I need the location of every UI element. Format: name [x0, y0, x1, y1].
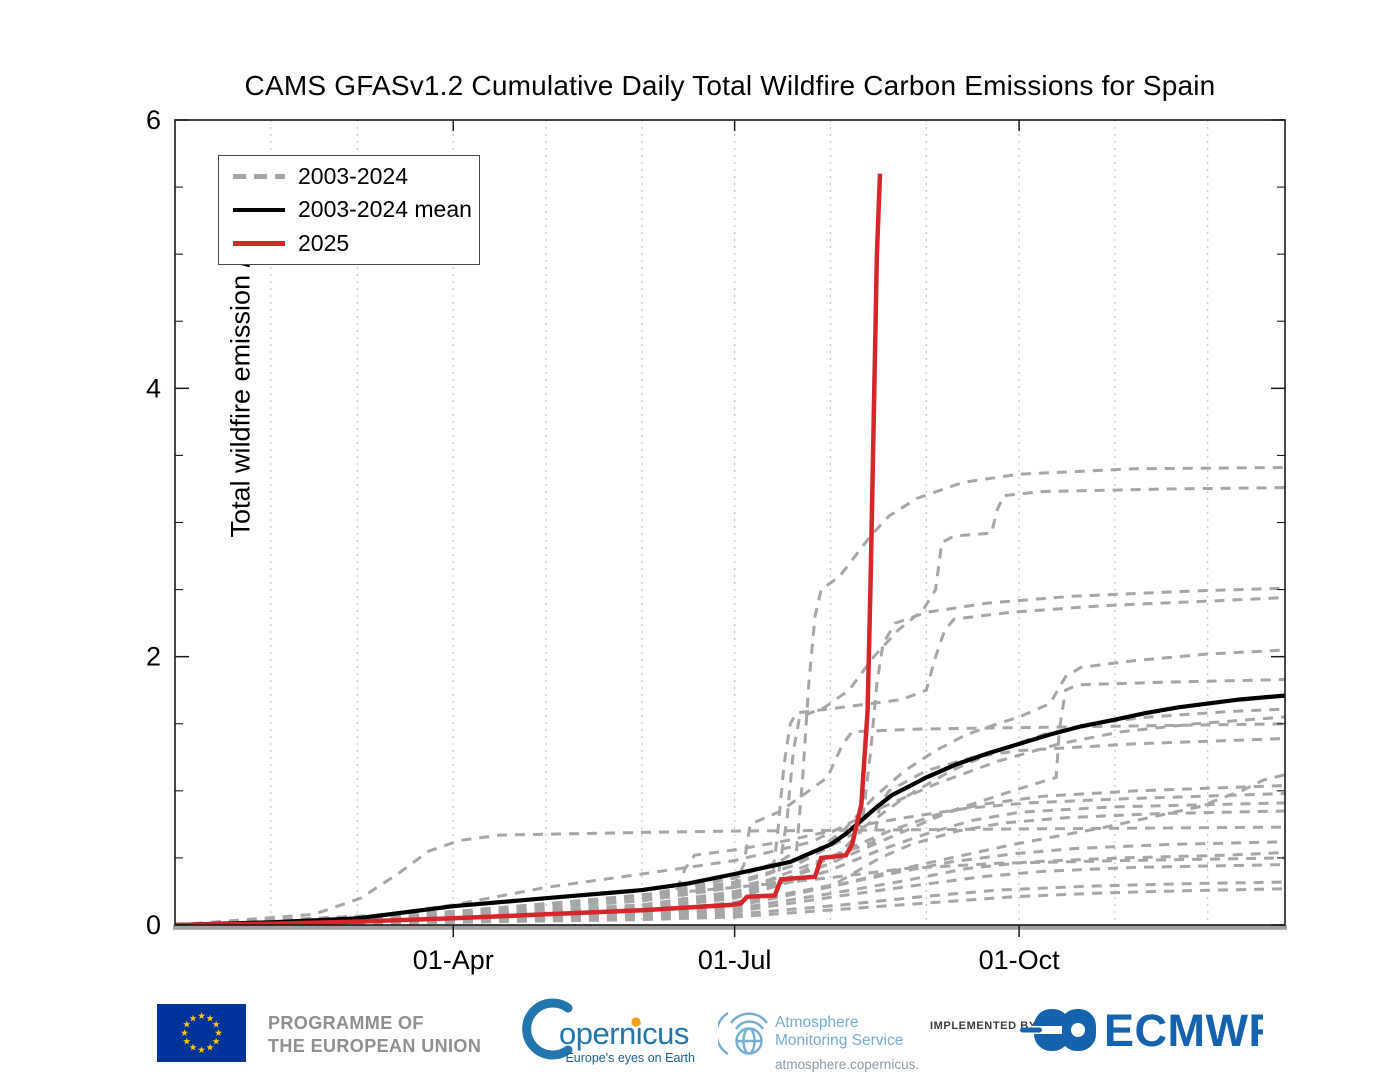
svg-text:★: ★ [212, 1037, 221, 1048]
historical-year-line [174, 737, 1286, 927]
line-2025 [174, 173, 883, 928]
svg-text:★: ★ [197, 1011, 206, 1022]
copernicus-tagline: Europe's eyes on Earth [565, 1051, 695, 1065]
ams-logo: Atmosphere Monitoring Service atmosphere… [718, 1011, 918, 1072]
svg-text:★: ★ [212, 1020, 221, 1031]
footer-logos: ★ ★ ★ ★ ★ ★ ★ ★ ★ ★ ★ ★ PROGRAMME OF THE EUROPEA… [0, 990, 1400, 1079]
y-tick-label: 0 [146, 910, 161, 940]
legend-swatch-solid-red [233, 241, 285, 246]
historical-year-line [174, 486, 1286, 927]
svg-text:★: ★ [183, 1020, 192, 1031]
ecmwf-logo: ECMWF [1020, 1005, 1263, 1056]
mean-line [174, 693, 1286, 928]
copernicus-logo: opernicus Europe's eyes on Earth [522, 998, 695, 1065]
svg-text:★: ★ [206, 1013, 215, 1024]
historical-year-line [174, 707, 1286, 927]
eu-programme-text: PROGRAMME OF THE EUROPEAN UNION [268, 1012, 481, 1057]
historical-year-line [174, 840, 1286, 927]
historical-year-line [174, 722, 1286, 927]
historical-year-line [174, 863, 1286, 927]
historical-year-line [174, 715, 1286, 927]
x-tick-label: 01-Jul [698, 945, 772, 975]
eu-programme-line1: PROGRAMME OF [268, 1013, 424, 1033]
svg-text:★: ★ [214, 1028, 223, 1039]
y-tick-label: 2 [146, 642, 161, 672]
y-tick-label: 6 [146, 105, 161, 135]
legend-label-mean: 2003-2024 mean [298, 196, 472, 223]
ecmwf-wordmark: ECMWF [1104, 1005, 1263, 1056]
svg-text:★: ★ [183, 1037, 192, 1048]
ams-arcs-icon [718, 1011, 768, 1056]
eu-flag-logo: ★ ★★ ★★★ ★★★ ★★★ [157, 1004, 246, 1062]
legend-item-mean: 2003-2024 mean [219, 196, 479, 223]
svg-text:★: ★ [189, 1013, 198, 1024]
svg-text:★: ★ [206, 1043, 215, 1054]
legend-box: 2003-2024 2003-2024 mean 2025 [218, 155, 480, 265]
historical-year-line [174, 466, 1286, 927]
legend-item-2025: 2025 [219, 230, 479, 257]
historical-year-line [174, 880, 1286, 927]
svg-text:★: ★ [180, 1028, 189, 1039]
legend-label-2025: 2025 [298, 229, 350, 256]
ams-name-line2: Monitoring Service [775, 1032, 903, 1049]
x-tick-label: 01-Apr [413, 945, 494, 975]
svg-text:★: ★ [197, 1045, 206, 1056]
implemented-by-label: IMPLEMENTED BY [930, 1020, 1037, 1032]
chart-title: CAMS GFASv1.2 Cumulative Daily Total Wil… [244, 70, 1216, 101]
legend-label-historical: 2003-2024 [298, 163, 408, 190]
copernicus-wordmark: opernicus [559, 1016, 689, 1051]
copernicus-c-swoosh [522, 998, 573, 1060]
ams-url: atmosphere.copernicus.eu [775, 1057, 918, 1072]
historical-year-line [174, 825, 1286, 927]
eu-programme-line2: THE EUROPEAN UNION [268, 1035, 482, 1056]
historical-year-line [174, 648, 1286, 927]
plot-svg: 01-Apr 01-Jul 01-Oct 0 2 4 6 [146, 105, 1287, 975]
ams-name-line1: Atmosphere [775, 1014, 859, 1031]
svg-text:★: ★ [189, 1043, 198, 1054]
legend-swatch-solid-black [233, 207, 285, 213]
legend-swatch-dashed-gray [233, 174, 285, 179]
y-tick-label: 4 [146, 373, 161, 403]
legend-item-historical: 2003-2024 [219, 163, 479, 190]
historical-year-line [174, 586, 1286, 927]
historical-year-line [174, 792, 1286, 927]
eu-flag-stars: ★ ★★ ★★★ ★★★ ★★★ [180, 1011, 223, 1056]
x-tick-label: 01-Oct [979, 945, 1061, 975]
copernicus-orange-dot-icon [631, 1017, 641, 1027]
